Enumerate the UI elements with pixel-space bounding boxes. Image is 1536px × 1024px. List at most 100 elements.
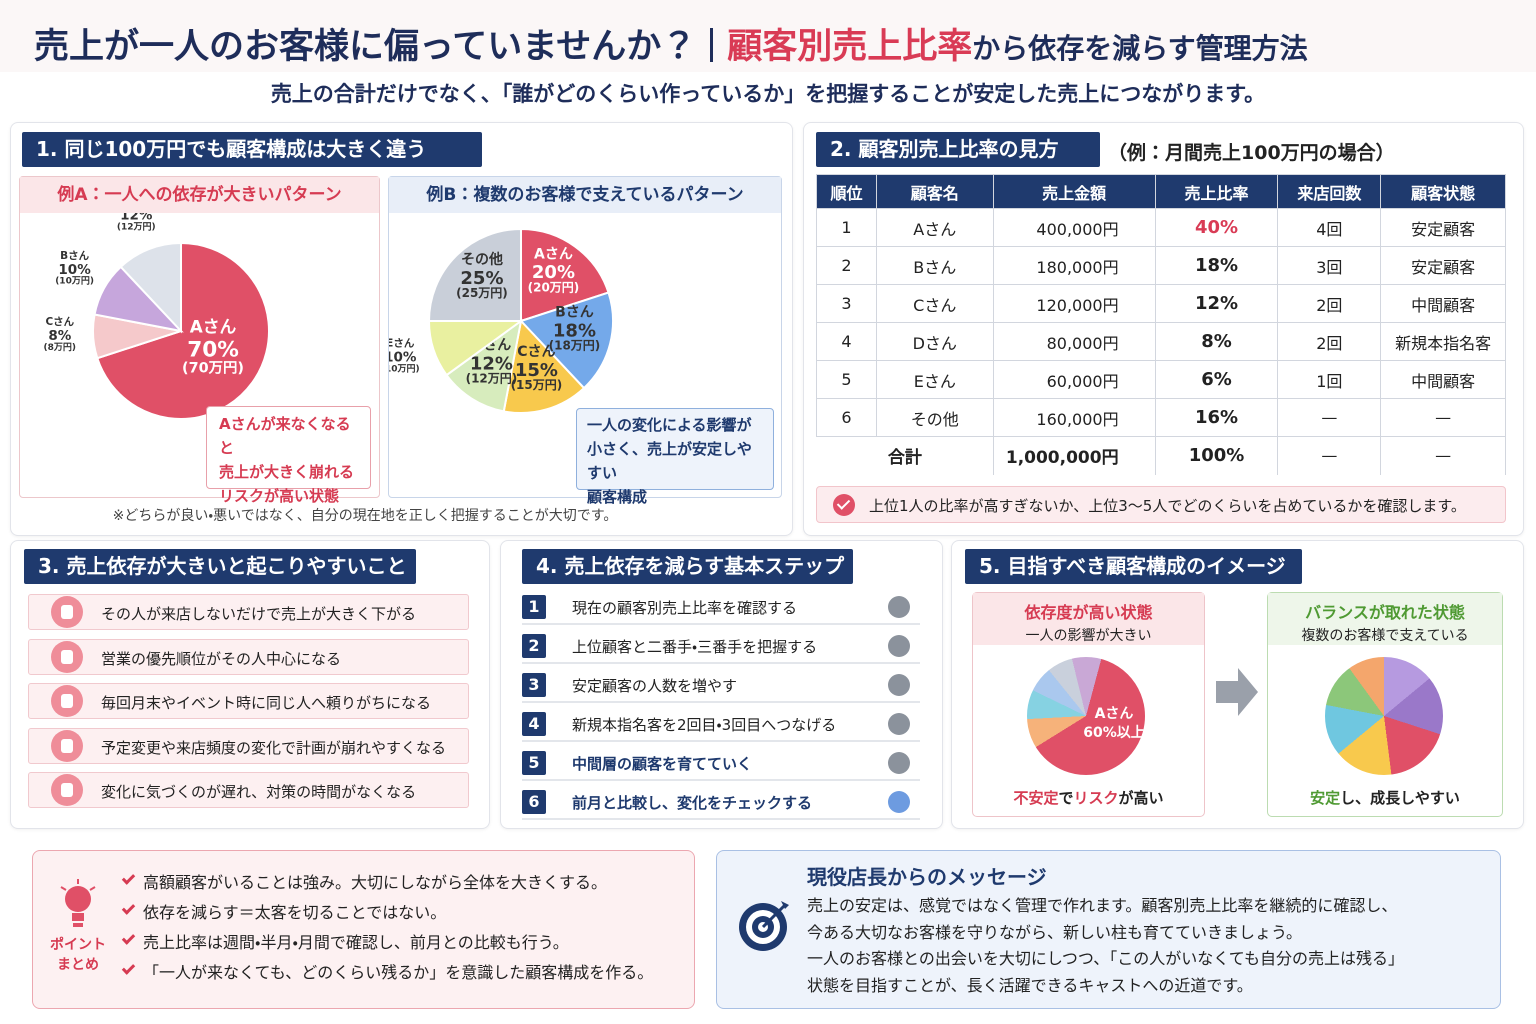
slice-label: Bさん 18% (18万円): [549, 305, 601, 353]
risk-icon: [51, 640, 83, 673]
stable-header: バランスが取れた状態 複数のお客様で支えている: [1268, 593, 1502, 645]
check-box: 上位1人の比率が高すぎないか、上位3～5人でどのくらいを占めているかを確認します…: [816, 486, 1506, 523]
slice-label-line: Cさん: [45, 316, 74, 328]
step-icon-shape: [888, 596, 910, 618]
risk-text: その人が来店しないだけで売上が大きく下がる: [101, 605, 417, 623]
table-total-row: 合計 1,000,000円 100% — —: [816, 436, 1506, 475]
step-text: 新規本指名客を2回目・3回目へつなげる: [572, 716, 837, 734]
risk-icon-glyph: [61, 649, 73, 664]
table-cell: 2回: [1277, 322, 1382, 361]
pie-slice: [519, 291, 614, 390]
total-cell: 100%: [1154, 436, 1279, 475]
table-cell: 160,000円: [992, 398, 1156, 437]
caption-emph: 安定: [1310, 789, 1341, 807]
title-divider: [710, 28, 714, 62]
table-cell: 18%: [1154, 246, 1279, 285]
table-cell: 安定顧客: [1380, 246, 1506, 285]
slice-label-line: Bさん: [555, 305, 594, 321]
slice-label: Eさん10%(10万円): [389, 338, 420, 375]
caption-text: が高い: [1118, 789, 1164, 807]
slice-label-line: (18万円): [549, 339, 601, 353]
message-box: 現役店長からのメッセージ 売上の安定は、感覚ではなく管理で作れます。顧客別売上比…: [716, 850, 1501, 1009]
total-cell: —: [1380, 436, 1506, 475]
slice-label-line: Bさん: [60, 250, 90, 262]
section4-heading: 4. 売上依存を減らす基本ステップ: [522, 549, 853, 584]
risk-icon: [51, 729, 83, 762]
table-cell: Aさん: [875, 208, 994, 247]
pie-slice: [502, 318, 586, 414]
table-cell: 1回: [1277, 360, 1382, 399]
unstable-subtitle: 一人の影響が大きい: [1025, 628, 1152, 644]
table-cell: 16%: [1154, 398, 1279, 437]
step-text: 安定顧客の人数を増やす: [572, 677, 738, 695]
risk-icon: [51, 596, 83, 628]
step-icon-shape: [888, 713, 910, 735]
slice-label-line: Aさん: [190, 317, 237, 337]
stable-pie: [1323, 655, 1445, 777]
table-cell: 4回: [1277, 208, 1382, 247]
unstable-box: 依存度が高い状態 一人の影響が大きい Aさん 60%以上 不安定でリスクが高い: [972, 592, 1205, 817]
table-cell: 中間顧客: [1380, 360, 1506, 399]
section5-heading: 5. 目指すべき顧客構成のイメージ: [965, 549, 1302, 584]
section2-heading: 2. 顧客別売上比率の見方: [816, 132, 1100, 167]
step-number: 1: [522, 595, 546, 619]
pie-label-line: 60%以上: [1083, 725, 1145, 741]
table-cell: 6%: [1154, 360, 1279, 399]
section1-heading: 1. 同じ100万円でも顧客構成は大きく違う: [22, 132, 482, 167]
step-text: 上位顧客と二番手・三番手を把握する: [572, 638, 818, 656]
risk-text: 営業の優先順位がその人中心になる: [101, 649, 342, 668]
table-cell: 2回: [1277, 284, 1382, 323]
table-cell: 2: [816, 246, 877, 285]
section2-note: （例：月間売上100万円の場合）: [1108, 142, 1395, 164]
slice-label-line: (8万円): [44, 342, 77, 353]
slice-label-line: 12%: [120, 213, 153, 223]
step-icon-shape: [888, 635, 910, 657]
example-a-title: 例A：一人への依存が大きいパターン: [20, 177, 379, 213]
table-row: 6 その他 160,000円 16% — —: [816, 398, 1506, 437]
slice-label-line: Aさん: [534, 246, 573, 262]
step-icon: [888, 674, 910, 696]
note-line: 小さく、売上が安定しやすい: [587, 440, 752, 482]
check-glyph: [836, 496, 851, 510]
footnote: ※どちらが良い・悪いではなく、自分の現在地を正しく把握することが大切です。: [112, 508, 618, 524]
subtitle: 売上の合計だけでなく、「誰がどのくらい作っているか」を把握することが安定した売上…: [270, 82, 1266, 106]
risk-icon-glyph: [61, 694, 73, 708]
section3-heading: 3. 売上依存が大きいと起こりやすいこと: [24, 549, 416, 584]
unstable-header: 依存度が高い状態 一人の影響が大きい: [973, 593, 1204, 645]
step-icon-shape: [888, 791, 910, 813]
table-cell: その他: [875, 398, 994, 437]
step-text: 現在の顧客別売上比率を確認する: [572, 599, 798, 617]
slice-label-line: (70万円): [182, 359, 244, 376]
slice-label: Bさん 10% (10万円): [55, 250, 94, 287]
slice-label-line: (25万円): [456, 286, 508, 300]
caption-emph: 不安定: [1013, 789, 1059, 807]
table-cell: 8%: [1154, 322, 1279, 361]
table-cell: Cさん: [875, 284, 994, 323]
step-icon: [888, 596, 910, 618]
title-highlight: 顧客別売上比率: [727, 27, 973, 67]
table-cell: 5: [816, 360, 877, 399]
step-item: 4 新規本指名客を2回目・3回目へつなげる: [522, 707, 920, 742]
slice-label-line: 12%: [470, 353, 513, 374]
pie-slice: [96, 241, 270, 420]
risk-icon: [51, 774, 83, 806]
step-icon: [888, 713, 910, 735]
risk-text: 予定変更や来店頻度の変化で計画が崩れやすくなる: [101, 738, 447, 757]
check-mark: [121, 871, 136, 885]
message-title: 現役店長からのメッセージ: [807, 865, 1047, 889]
summary-point: 「一人が来なくても、どのくらい残るか」を意識した顧客構成を作る。: [143, 963, 654, 982]
risk-text: 毎回月末やイベント時に同じ人へ頼りがちになる: [101, 694, 432, 712]
risk-item: 毎回月末やイベント時に同じ人へ頼りがちになる: [28, 683, 469, 719]
risk-icon: [51, 685, 83, 717]
message-line: 状態を目指すことが、長く活躍できるキャストへの近道です。: [807, 975, 1253, 995]
risk-icon-glyph: [61, 738, 73, 753]
slice-label-line: Eさん: [389, 338, 415, 350]
step-number: 5: [522, 751, 546, 775]
slice-label: Aさん 70% (70万円): [182, 317, 244, 377]
example-b-title: 例B：複数のお客様で支えているパターン: [389, 177, 781, 213]
table-row: 5 Eさん 60,000円 6% 1回 中間顧客: [816, 360, 1506, 399]
step-item: 2 上位顧客と二番手・三番手を把握する: [522, 629, 920, 664]
message-body: 売上の安定は、感覚ではなく管理で作れます。顧客別売上比率を継続的に確認し、 今ある…: [807, 893, 1404, 999]
check-mark: [121, 901, 136, 915]
